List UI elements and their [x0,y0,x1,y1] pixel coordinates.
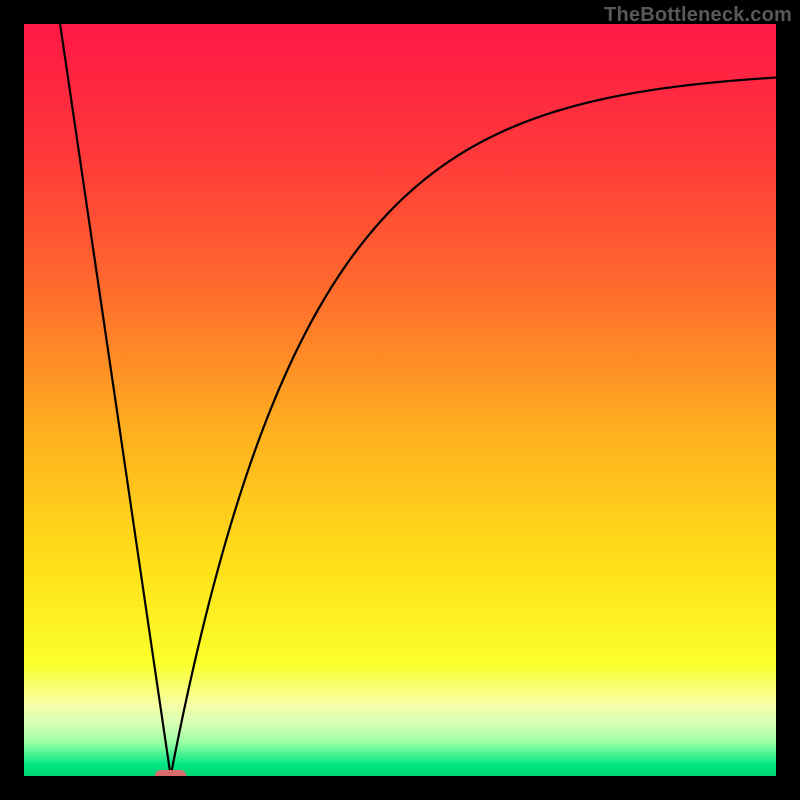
frame-border-right [776,0,800,800]
plot-svg [0,0,800,800]
frame-border-bottom [0,776,800,800]
frame-border-left [0,0,24,800]
plot-background [24,24,776,776]
attribution-text: TheBottleneck.com [604,4,792,27]
figure-root: TheBottleneck.com [0,0,800,800]
